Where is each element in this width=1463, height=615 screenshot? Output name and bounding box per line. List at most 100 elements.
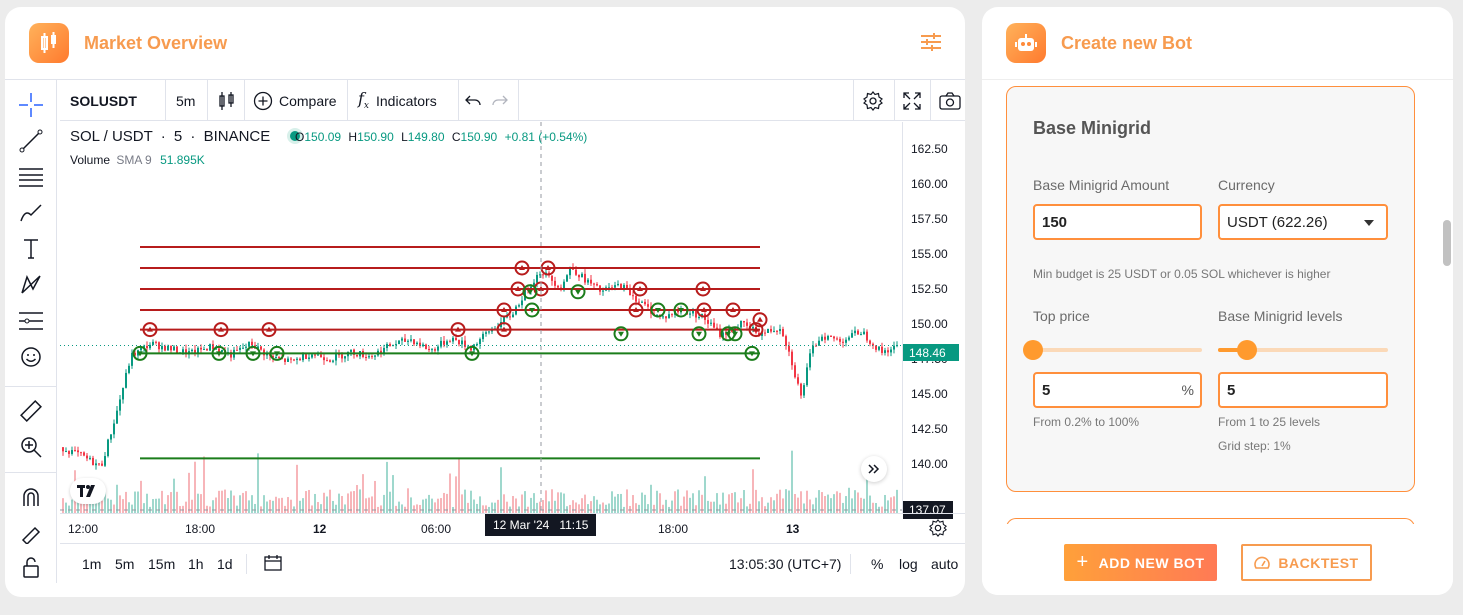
- top-price-slider-thumb[interactable]: [1023, 340, 1043, 360]
- volume-bar: [704, 476, 706, 513]
- range-1d[interactable]: 1d: [217, 556, 233, 572]
- time-axis[interactable]: 12:00 18:00 12 06:00 18:00 13 12 Mar '24…: [60, 513, 965, 543]
- volume-bar: [884, 494, 886, 513]
- volume-bar: [887, 500, 889, 513]
- volume-bar: [236, 505, 238, 513]
- candle-body: [566, 275, 568, 282]
- levels-input[interactable]: 5: [1218, 372, 1388, 408]
- volume-bar: [113, 504, 115, 513]
- scroll-to-realtime-button[interactable]: [861, 456, 887, 482]
- compare-button[interactable]: Compare: [253, 80, 337, 121]
- trend-line-icon[interactable]: [18, 128, 44, 154]
- candle-body: [74, 450, 76, 452]
- panel-scrollbar[interactable]: [1440, 88, 1454, 518]
- ruler-icon[interactable]: [18, 398, 44, 424]
- candle-body: [413, 339, 415, 345]
- range-1m[interactable]: 1m: [82, 556, 102, 572]
- candle-body: [203, 349, 205, 351]
- drawing-toolbar: [5, 80, 57, 583]
- candle-body: [602, 290, 604, 292]
- tune-icon[interactable]: [921, 33, 941, 56]
- amount-input[interactable]: 150: [1033, 204, 1202, 240]
- volume-bar: [545, 490, 547, 513]
- pattern-icon[interactable]: [18, 272, 44, 298]
- clock[interactable]: 13:05:30 (UTC+7): [729, 556, 842, 572]
- brush-icon[interactable]: [18, 200, 44, 226]
- levels-slider-thumb[interactable]: [1236, 340, 1257, 360]
- volume-bar: [632, 495, 634, 513]
- candle-body: [884, 350, 886, 353]
- bot-form-scroll[interactable]: Base Minigrid Base Minigrid Amount 150 C…: [982, 79, 1453, 538]
- top-price-value: 5: [1042, 381, 1051, 399]
- candle-body: [182, 349, 184, 353]
- backtest-button[interactable]: BACKTEST: [1241, 544, 1372, 581]
- volume-bar: [683, 496, 685, 513]
- candle-body: [806, 367, 808, 386]
- function-icon: fx: [358, 89, 369, 112]
- volume-bar: [851, 498, 853, 513]
- volume-bar: [254, 503, 256, 513]
- magnet-icon[interactable]: [18, 484, 44, 510]
- currency-select[interactable]: USDT (622.26): [1218, 204, 1388, 240]
- percent-toggle[interactable]: %: [871, 556, 884, 572]
- volume-bar: [203, 456, 205, 513]
- volume-bar: [239, 495, 241, 513]
- volume-bar: [278, 498, 280, 513]
- volume-bar: [221, 490, 223, 513]
- candle-body: [488, 331, 490, 333]
- candle-body: [128, 365, 130, 373]
- forecast-icon[interactable]: [18, 308, 44, 334]
- indicators-button[interactable]: fx Indicators: [358, 80, 437, 121]
- price-axis[interactable]: 162.50160.00157.50155.00152.50150.00147.…: [902, 122, 965, 519]
- lock-drawing-icon[interactable]: [18, 520, 44, 546]
- date-range-icon[interactable]: [264, 555, 282, 574]
- volume-bar: [671, 500, 673, 513]
- candle-body: [257, 346, 259, 349]
- volume-bar: [137, 491, 139, 513]
- chart-toolbar: SOLUSDT 5m Compare fx Indicators: [60, 80, 965, 121]
- robot-icon: [1006, 23, 1046, 63]
- candle-body: [821, 336, 823, 341]
- sell-arrow-icon: [501, 307, 507, 312]
- auto-toggle[interactable]: auto: [931, 556, 959, 572]
- top-price-input[interactable]: 5 %: [1033, 372, 1202, 408]
- log-toggle[interactable]: log: [899, 556, 918, 572]
- top-price-slider[interactable]: [1023, 340, 1202, 360]
- camera-icon[interactable]: [939, 80, 961, 121]
- candle-body: [590, 279, 592, 284]
- price-chart-canvas[interactable]: [60, 122, 902, 513]
- levels-slider[interactable]: [1218, 340, 1388, 360]
- range-1h[interactable]: 1h: [188, 556, 204, 572]
- volume-bar: [440, 498, 442, 513]
- zoom-in-icon[interactable]: [18, 434, 44, 460]
- candle-body: [95, 463, 97, 466]
- text-icon[interactable]: [18, 236, 44, 262]
- fib-lines-icon[interactable]: [18, 164, 44, 190]
- settings-gear-icon[interactable]: [863, 80, 883, 121]
- interval-button[interactable]: 5m: [176, 80, 195, 121]
- scrollbar-thumb[interactable]: [1443, 220, 1451, 266]
- crosshair-icon[interactable]: [18, 92, 44, 118]
- emoji-icon[interactable]: [18, 344, 44, 370]
- buy-arrow-icon: [732, 331, 738, 337]
- symbol-search[interactable]: SOLUSDT: [70, 80, 137, 121]
- fullscreen-icon[interactable]: [903, 80, 921, 121]
- candle-body: [131, 352, 133, 366]
- volume-bar: [302, 498, 304, 513]
- candle-body: [770, 328, 772, 332]
- crosshair-time-tag: 12 Mar '24 11:15: [485, 514, 597, 536]
- volume-bar: [266, 501, 268, 513]
- candle-body: [797, 377, 799, 384]
- range-5m[interactable]: 5m: [115, 556, 135, 572]
- chart-type-icon[interactable]: [218, 80, 236, 121]
- unlock-icon[interactable]: [18, 554, 44, 580]
- range-15m[interactable]: 15m: [148, 556, 176, 572]
- price-chart[interactable]: SOL / USDT · 5 · BINANCE O150.09 H150.90…: [60, 122, 902, 513]
- add-new-bot-button[interactable]: + ADD NEW BOT: [1064, 544, 1217, 581]
- candle-body: [122, 387, 124, 400]
- volume-bar: [647, 504, 649, 513]
- redo-icon[interactable]: [492, 80, 508, 121]
- axis-settings-icon[interactable]: [929, 519, 947, 540]
- undo-icon[interactable]: [465, 80, 481, 121]
- volume-bar: [164, 504, 166, 513]
